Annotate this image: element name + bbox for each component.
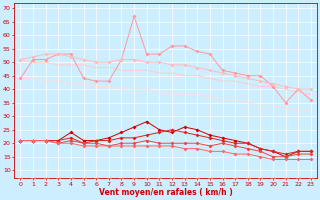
X-axis label: Vent moyen/en rafales ( km/h ): Vent moyen/en rafales ( km/h ) <box>99 188 233 197</box>
